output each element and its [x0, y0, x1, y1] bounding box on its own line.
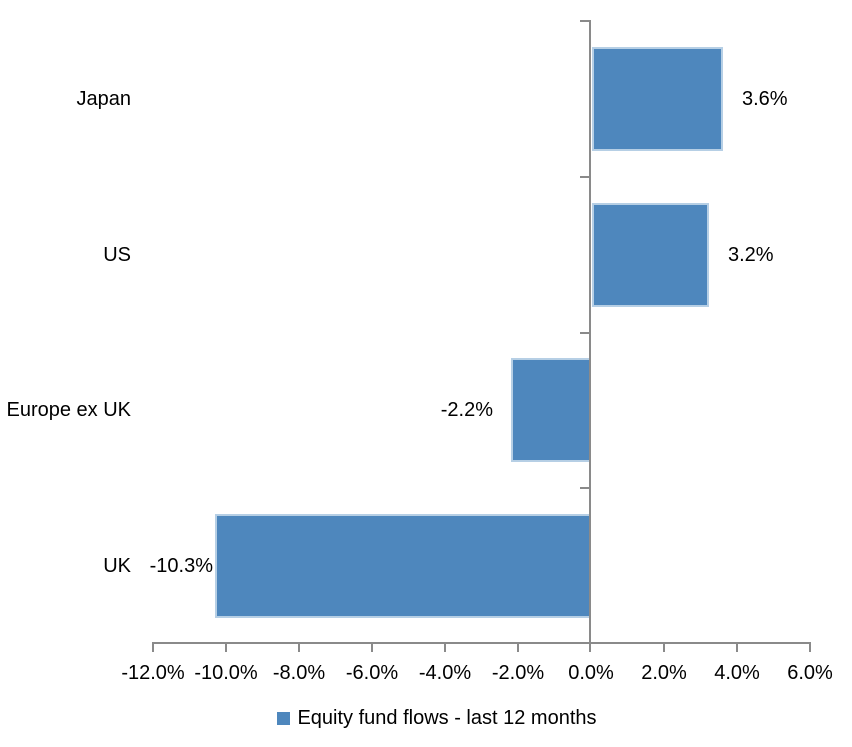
value-axis-tick: [225, 642, 227, 652]
value-axis-tick: [663, 642, 665, 652]
value-axis-tick: [517, 642, 519, 652]
value-axis-tick: [809, 642, 811, 652]
value-axis-tick-label: 4.0%: [714, 662, 760, 684]
value-axis-tick-label: -8.0%: [272, 662, 326, 684]
bar-europe-ex-uk: [511, 358, 591, 462]
value-axis-tick-label: -12.0%: [121, 662, 185, 684]
legend-label: Equity fund flows - last 12 months: [297, 707, 597, 729]
value-axis-tick: [298, 642, 300, 652]
legend: Equity fund flows - last 12 months: [0, 705, 852, 731]
value-axis-tick: [736, 642, 738, 652]
value-axis-tick: [371, 642, 373, 652]
category-label-japan: Japan: [76, 87, 132, 110]
bar-us: [592, 203, 709, 307]
value-axis-tick-label: -2.0%: [491, 662, 545, 684]
data-label-europe-ex-uk: -2.2%: [440, 399, 493, 422]
value-axis-line: [152, 642, 811, 644]
value-axis-tick-label: -10.0%: [194, 662, 258, 684]
value-axis-tick-label: 2.0%: [641, 662, 687, 684]
value-axis-tick-label: 0.0%: [568, 662, 614, 684]
category-axis-tick: [580, 176, 589, 178]
bar-japan: [592, 47, 723, 151]
category-axis-tick: [580, 332, 589, 334]
value-axis-tick: [152, 642, 154, 652]
category-axis-tick: [580, 20, 589, 22]
value-axis-tick-label: -6.0%: [345, 662, 399, 684]
category-axis-line: [589, 20, 591, 652]
data-label-japan: 3.6%: [742, 87, 788, 110]
value-axis-tick-label: -4.0%: [418, 662, 472, 684]
category-axis-tick: [580, 487, 589, 489]
data-label-uk: -10.3%: [149, 555, 213, 578]
data-label-us: 3.2%: [728, 243, 774, 266]
bar-uk: [215, 514, 591, 618]
legend-color-swatch-icon: [277, 711, 291, 725]
category-label-uk: UK: [103, 555, 131, 578]
value-axis-tick-label: 6.0%: [787, 662, 833, 684]
value-axis-tick: [444, 642, 446, 652]
category-label-europe-ex-uk: Europe ex UK: [6, 399, 131, 422]
category-label-us: US: [103, 243, 131, 266]
